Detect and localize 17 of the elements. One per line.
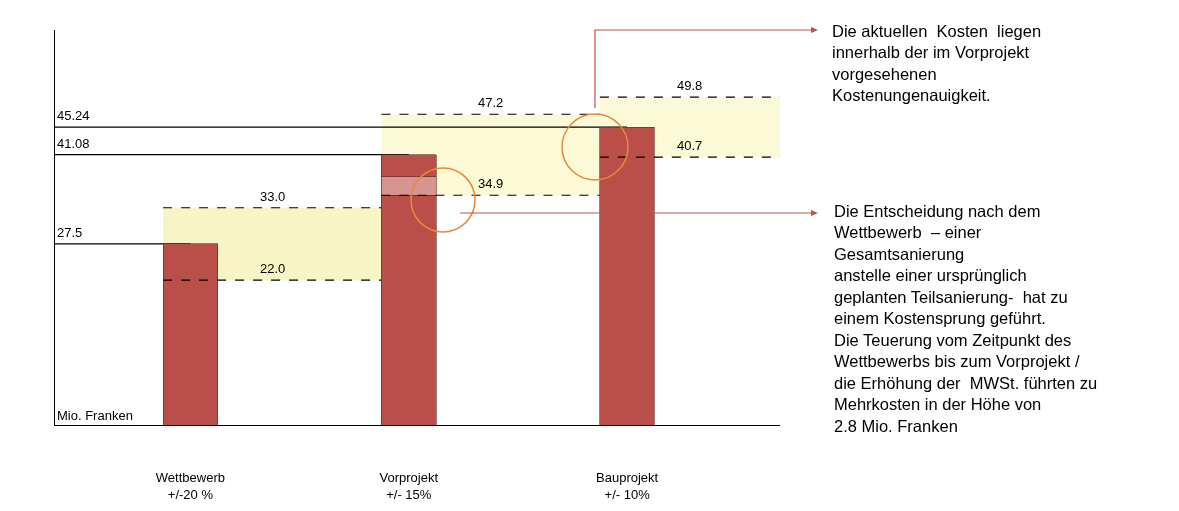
text: Die Entscheidung nach dem Wettbewerb – einer Gesamtsanierung anstelle einer ursprünglich geplanten Teilsanierung- hat zu einem Kostensprung geführt. Die Teuerung vom Zeitpunkt des Wettbewerbs bis zum Vorprojekt / die Erhöhung der MWSt. führten zu Mehrkosten in der Höhe von 2.8 Mio. Franken (834, 202, 1098, 435)
x-tick-label: Wettbewerb +/-20 % (155, 469, 225, 502)
ref-line-label: 45.24 (57, 108, 90, 123)
ref-line-label: 49.8 (677, 78, 703, 93)
ref-line-label: 33.0 (260, 189, 286, 204)
ref-line-label: 27.5 (57, 225, 83, 240)
ref-line-label: 47.2 (478, 95, 504, 110)
bar (599, 126, 655, 425)
x-tick-label: Bauprojekt +/- 10% (596, 469, 659, 502)
y-axis-title: Mio. Franken (57, 408, 133, 423)
ref-line-label: 22.0 (260, 261, 286, 276)
ref-line-label: 34.9 (478, 176, 504, 191)
x-tick-label: Vorprojekt +/- 15% (379, 469, 439, 502)
bar (162, 243, 218, 425)
ref-line-label: 40.7 (677, 138, 703, 153)
text: Die aktuellen Kosten liegen innerhalb der im Vorprojekt vorgesehenen Kostenungenauigkeit. (832, 22, 1042, 105)
ref-line-label: 41.08 (57, 136, 90, 151)
